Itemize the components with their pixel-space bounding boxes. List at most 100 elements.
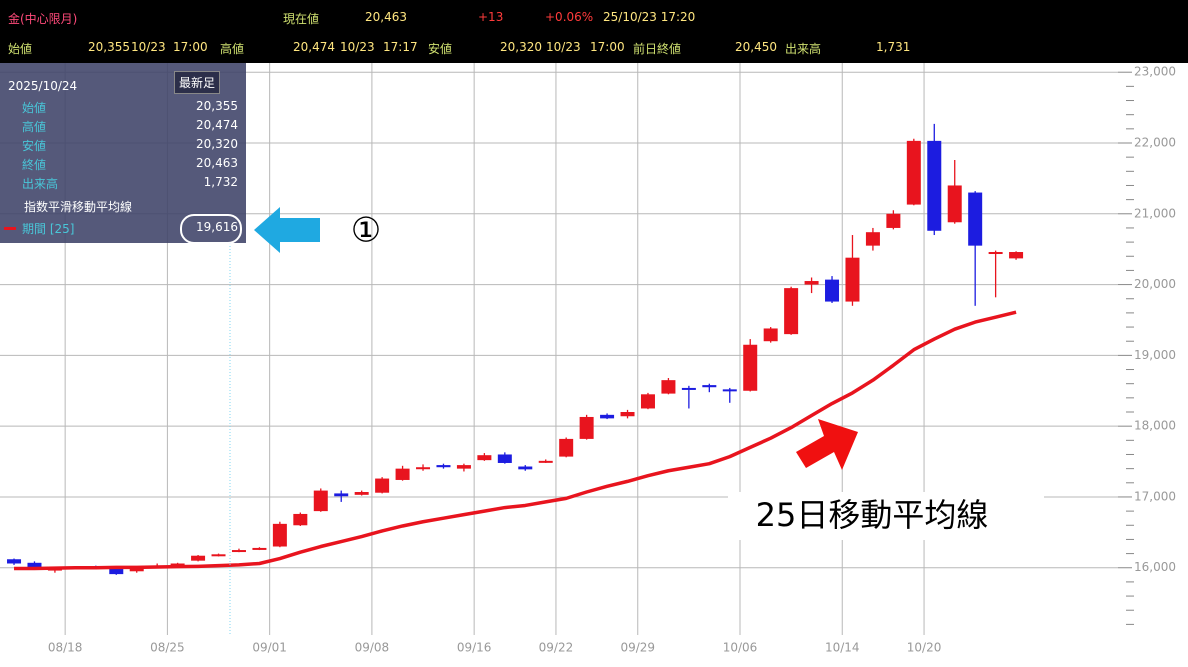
candle-body xyxy=(497,454,512,463)
panel-label: 終値 xyxy=(22,158,47,172)
label: 安値 xyxy=(428,42,453,56)
candle-body xyxy=(825,279,840,302)
candle-body xyxy=(27,562,42,570)
value: 17:00 xyxy=(173,40,208,54)
y-tick-label: 21,000 xyxy=(1134,206,1176,220)
value: 20,320 xyxy=(500,40,542,54)
candle-body xyxy=(375,478,390,493)
candle-body xyxy=(661,380,676,394)
candle-body xyxy=(906,140,921,205)
latest-button[interactable]: 最新足 xyxy=(174,71,221,94)
indicator-value: 19,616 xyxy=(196,220,238,234)
value: 10/23 xyxy=(340,40,375,54)
value: 17:00 xyxy=(590,40,625,54)
candle-body xyxy=(743,344,758,391)
value: +13 xyxy=(478,10,504,24)
value: 1,731 xyxy=(876,40,911,54)
label: 出来高 xyxy=(785,42,822,56)
panel-date: 2025/10/24 xyxy=(8,79,78,93)
candle-body xyxy=(129,568,144,572)
candle-body xyxy=(927,140,942,231)
candle-body xyxy=(477,455,492,461)
candle-body xyxy=(865,232,880,246)
candle-body xyxy=(456,465,471,469)
highlight xyxy=(180,214,242,244)
x-tick-label: 10/06 xyxy=(723,641,758,655)
indicator-title: 指数平滑移動平均線 xyxy=(24,200,133,214)
candle-body xyxy=(579,416,594,439)
y-tick-label: 22,000 xyxy=(1134,135,1176,149)
y-tick-label: 19,000 xyxy=(1134,348,1176,362)
panel-value: 1,732 xyxy=(203,175,238,189)
candle-body xyxy=(988,252,1003,255)
value: 20,463 xyxy=(365,10,407,24)
header: 金(中心限月) 現在値 20,463 +13 +0.06% 25/10/23 1… xyxy=(0,0,1188,63)
panel-label: 出来高 xyxy=(22,177,59,191)
panel-value: 20,474 xyxy=(196,118,238,132)
value: 10/23 xyxy=(546,40,581,54)
candle-body xyxy=(313,490,328,512)
x-tick-label: 09/29 xyxy=(620,641,655,655)
indicator-swatch xyxy=(4,227,16,230)
x-tick-label: 10/14 xyxy=(825,641,860,655)
y-tick-label: 23,000 xyxy=(1134,65,1176,79)
marker: ① xyxy=(351,211,381,251)
candle-body xyxy=(559,438,574,457)
candle-body xyxy=(252,547,267,550)
x-tick-label: 09/16 xyxy=(457,641,492,655)
candle-body xyxy=(947,185,962,223)
candle-body xyxy=(170,563,185,566)
candle-body xyxy=(1009,252,1024,259)
candle-body xyxy=(211,554,226,557)
value: 20,474 xyxy=(293,40,335,54)
label: 始値 xyxy=(8,42,33,56)
value: 17:17 xyxy=(383,40,418,54)
panel-label: 始値 xyxy=(22,101,47,115)
value: 20,355 xyxy=(88,40,130,54)
arrow xyxy=(796,419,858,470)
y-tick-label: 16,000 xyxy=(1134,560,1176,574)
label: 高値 xyxy=(220,42,245,56)
candle-body xyxy=(191,555,206,561)
y-tick-label: 18,000 xyxy=(1134,419,1176,433)
candle-body xyxy=(640,394,655,409)
panel-value: 20,355 xyxy=(196,99,238,113)
candle-body xyxy=(272,523,287,547)
x-tick-label: 09/08 xyxy=(355,641,390,655)
candle-body xyxy=(334,493,349,497)
candle-body xyxy=(395,468,410,480)
value: 20,450 xyxy=(735,40,777,54)
candle-body xyxy=(7,559,22,564)
label: 前日終値 xyxy=(633,42,682,56)
value: 10/23 xyxy=(131,40,166,54)
value: +0.06% xyxy=(545,10,594,24)
panel-label: 安値 xyxy=(22,139,47,153)
y-tick-label: 17,000 xyxy=(1134,489,1176,503)
label-box xyxy=(728,492,1044,540)
x-tick-label: 09/01 xyxy=(252,641,287,655)
panel-label: 高値 xyxy=(22,120,47,134)
panel-value: 20,320 xyxy=(196,137,238,151)
indicator-label: 期間 [25] xyxy=(22,222,75,236)
candle-body xyxy=(702,385,717,388)
candle-body xyxy=(784,288,799,335)
candle-body xyxy=(354,492,369,495)
candle-body xyxy=(538,460,553,463)
instrument: 金(中心限月) xyxy=(8,12,78,26)
candle-body xyxy=(763,328,778,342)
candle-body xyxy=(722,389,737,392)
value: 25/10/23 17:20 xyxy=(603,10,696,24)
ma-label: 25日移動平均線 xyxy=(756,496,989,534)
ma-line xyxy=(14,310,1017,571)
candle-body xyxy=(600,414,615,419)
info-panel: 2025/10/24 最新足 始値 20,355 高値 20,474 安値 20… xyxy=(0,63,246,244)
candle-body xyxy=(968,192,983,246)
y-tick-label: 20,000 xyxy=(1134,277,1176,291)
label: 現在値 xyxy=(283,12,320,26)
arrow xyxy=(254,207,320,253)
x-tick-label: 08/25 xyxy=(150,641,185,655)
candle-body xyxy=(886,213,901,228)
candle-body xyxy=(620,412,635,417)
x-tick-label: 10/20 xyxy=(907,641,942,655)
